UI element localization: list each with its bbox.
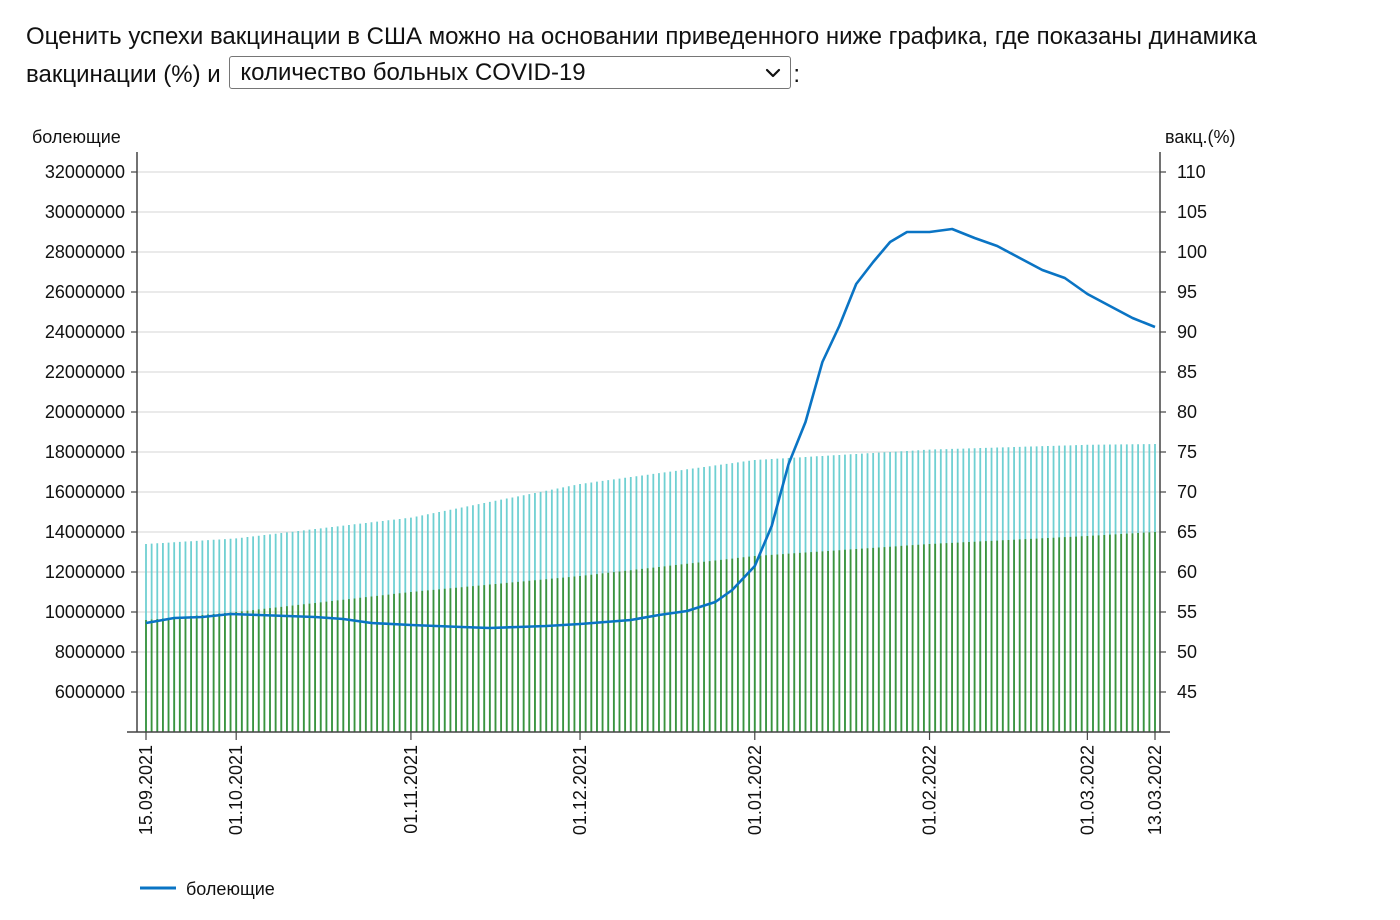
x-tick-label: 15.09.2021	[136, 745, 156, 835]
right-tick-label: 70	[1177, 482, 1197, 502]
chart-axes	[127, 152, 1170, 733]
chevron-down-icon	[764, 57, 782, 88]
right-tick-label: 50	[1177, 642, 1197, 662]
right-tick-label: 95	[1177, 282, 1197, 302]
right-tick-label: 75	[1177, 442, 1197, 462]
right-tick-label: 60	[1177, 562, 1197, 582]
left-tick-label: 10000000	[45, 602, 125, 622]
left-tick-label: 16000000	[45, 482, 125, 502]
x-tick-label: 01.03.2022	[1077, 745, 1097, 835]
x-tick-label: 01.01.2022	[745, 745, 765, 835]
x-tick-label: 01.10.2021	[226, 745, 246, 835]
left-tick-label: 24000000	[45, 322, 125, 342]
x-tick-label: 13.03.2022	[1145, 745, 1165, 835]
right-tick-label: 65	[1177, 522, 1197, 542]
left-tick-label: 30000000	[45, 202, 125, 222]
legend-label: болеющие	[186, 879, 275, 899]
x-tick-label: 01.02.2022	[920, 745, 940, 835]
left-tick-label: 20000000	[45, 402, 125, 422]
intro-text-before: Оценить успехи вакцинации в США можно на…	[26, 23, 1257, 88]
right-tick-label: 85	[1177, 362, 1197, 382]
select-value: количество больных COVID-19	[240, 59, 586, 87]
left-tick-label: 6000000	[55, 682, 125, 702]
right-tick-label: 105	[1177, 202, 1207, 222]
right-tick-label: 45	[1177, 682, 1197, 702]
bars-partial-vaccination	[145, 532, 1156, 732]
right-tick-label: 100	[1177, 242, 1207, 262]
x-axis-ticks: 15.09.2021 01.10.2021 01.11.2021 01.12.2021…	[136, 732, 1165, 835]
right-tick-label: 55	[1177, 602, 1197, 622]
x-tick-label: 01.12.2021	[570, 745, 590, 835]
left-tick-label: 14000000	[45, 522, 125, 542]
left-tick-label: 18000000	[45, 442, 125, 462]
intro-text: Оценить успехи вакцинации в США можно на…	[26, 18, 1386, 94]
intro-text-after: :	[793, 61, 801, 88]
left-tick-label: 26000000	[45, 282, 125, 302]
right-tick-label: 80	[1177, 402, 1197, 422]
right-tick-label: 90	[1177, 322, 1197, 342]
right-axis-label: вакц.(%)	[1165, 127, 1236, 147]
left-tick-label: 12000000	[45, 562, 125, 582]
series-line-sick	[145, 227, 1156, 630]
left-axis-ticks: 6000000 8000000 10000000 12000000 14000000 16…	[45, 162, 137, 702]
right-axis-ticks: 45 50 55 60 65 70 75 80 85 90 95 100 105 110	[1160, 162, 1207, 702]
right-tick-label: 110	[1177, 162, 1206, 182]
left-tick-label: 32000000	[45, 162, 125, 182]
x-tick-label: 01.11.2021	[401, 745, 421, 834]
left-axis-label: болеющие	[32, 127, 121, 147]
left-tick-label: 8000000	[55, 642, 125, 662]
left-tick-label: 28000000	[45, 242, 125, 262]
left-tick-label: 22000000	[45, 362, 125, 382]
legend: болеющие	[140, 879, 275, 899]
data-type-select[interactable]: количество больных COVID-19	[229, 56, 792, 90]
